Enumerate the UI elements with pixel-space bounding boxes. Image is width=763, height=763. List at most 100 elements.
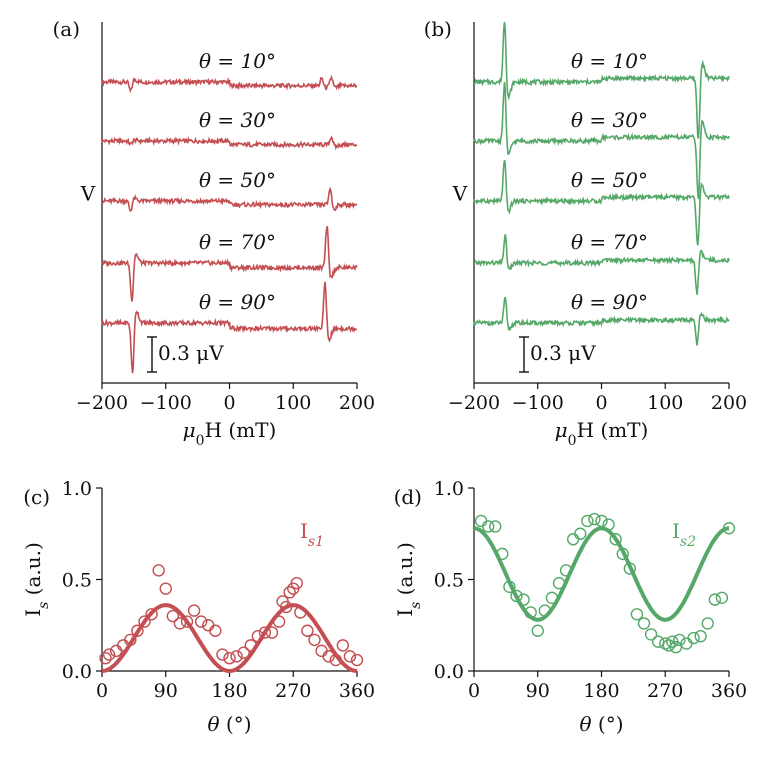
scale-bar-label: 0.3 μV [158, 341, 224, 365]
data-point [496, 547, 509, 561]
data-point [581, 514, 594, 528]
data-point [722, 522, 736, 535]
fit-line [473, 526, 730, 622]
data-point [290, 576, 303, 590]
data-point [489, 520, 502, 533]
data-point [308, 633, 321, 647]
data-point [574, 527, 587, 540]
trace-label: θ = 10° [199, 49, 276, 73]
trace-line [473, 22, 730, 139]
y-tick-label: 0.0 [434, 661, 464, 683]
data-point [336, 639, 350, 652]
data-point [701, 617, 714, 630]
y-axis-label: Is (a.u.) [21, 542, 52, 617]
data-point [237, 646, 250, 659]
data-point [616, 547, 629, 561]
data-point [708, 593, 722, 606]
x-tick-label: 180 [211, 680, 247, 702]
data-point [251, 630, 265, 643]
y-axis-label: Is (a.u.) [393, 542, 424, 617]
data-point [588, 512, 601, 526]
scale-bar-label: 0.3 μV [530, 341, 596, 365]
data-point [279, 600, 293, 614]
trace-line [101, 226, 358, 302]
data-point [669, 641, 683, 654]
x-axis-label: θ (°) [207, 712, 251, 736]
trace-label: θ = 90° [571, 290, 648, 314]
trace-label: θ = 90° [199, 290, 276, 314]
data-point [294, 606, 307, 619]
data-point [552, 576, 566, 590]
trace-line [101, 281, 358, 374]
data-point [637, 617, 651, 630]
trace-line [101, 186, 358, 213]
x-tick-label: 360 [339, 680, 375, 702]
data-point [315, 644, 328, 658]
panel-d: 0 90 180 270 360 0.0 0.5 1.0 θ (°) Is (a.u.) (d) Is… [393, 478, 747, 736]
data-point [102, 648, 116, 661]
data-point [510, 589, 523, 603]
panel-label: (c) [23, 485, 50, 509]
data-point [694, 630, 707, 643]
series-label: Is1 [300, 519, 324, 550]
data-point [644, 628, 658, 641]
data-point [687, 631, 700, 645]
data-point [265, 626, 279, 639]
data-point [545, 591, 559, 604]
data-point [474, 514, 488, 528]
x-tick-label: 100 [275, 392, 311, 414]
data-point [187, 604, 201, 617]
y-tick-label: 0.0 [62, 661, 92, 683]
trace-label: θ = 70° [199, 230, 276, 254]
data-point [673, 633, 686, 647]
y-axis-label: V [80, 182, 96, 206]
trace-label: θ = 50° [199, 168, 276, 192]
data-point [138, 615, 151, 628]
x-tick-label: −200 [448, 392, 500, 414]
data-point [566, 533, 580, 546]
x-tick-label: −100 [140, 392, 192, 414]
data-point [223, 651, 236, 665]
data-point [152, 564, 165, 577]
panel-label: (a) [52, 17, 80, 41]
y-tick-label: 0.5 [62, 570, 92, 592]
data-point [301, 624, 314, 637]
data-point [524, 606, 537, 619]
fit-line [101, 603, 358, 674]
x-tick-label: −200 [76, 392, 128, 414]
panel-c: 0 90 180 270 360 0.0 0.5 1.0 θ (°) Is (a.u.) (c) Is… [21, 478, 375, 736]
x-tick-label: 0 [468, 680, 480, 702]
data-point [180, 615, 194, 628]
data-point [159, 582, 172, 595]
trace-label: θ = 70° [571, 230, 648, 254]
y-tick-label: 1.0 [434, 478, 464, 500]
trace-line [101, 135, 358, 151]
data-point [630, 608, 644, 621]
x-tick-label: −100 [512, 392, 564, 414]
data-point [99, 651, 112, 665]
data-point [595, 514, 608, 528]
data-point [531, 624, 544, 637]
data-point [350, 653, 364, 667]
x-tick-label: 270 [275, 680, 311, 702]
data-point [258, 626, 272, 639]
data-point [131, 624, 144, 637]
data-point [651, 635, 665, 648]
trace-label: θ = 10° [571, 49, 648, 73]
y-tick-label: 1.0 [62, 478, 92, 500]
trace-label: θ = 50° [571, 168, 648, 192]
data-point [623, 562, 637, 575]
trace-line [473, 296, 730, 346]
data-point [517, 593, 530, 606]
data-point [283, 586, 296, 599]
y-tick-label: 0.5 [434, 570, 464, 592]
data-point [538, 604, 552, 617]
x-axis-label: μ0H (mT) [183, 418, 277, 449]
data-point [244, 639, 257, 652]
series-label: Is2 [672, 519, 696, 550]
x-axis-label: μ0H (mT) [555, 418, 649, 449]
trace-line [101, 74, 357, 94]
trace-label: θ = 30° [571, 108, 648, 132]
x-tick-label: 0 [595, 392, 607, 414]
